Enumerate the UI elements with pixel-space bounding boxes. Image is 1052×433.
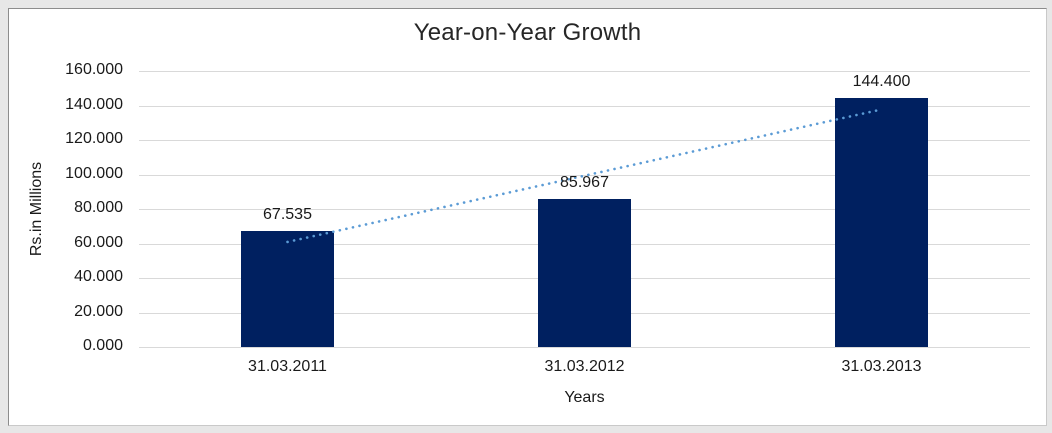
y-tick-label: 40.000: [74, 268, 123, 285]
y-tick-label: 20.000: [74, 302, 123, 320]
gridline: [139, 105, 1030, 107]
bar-31.03.2013: [835, 97, 928, 347]
bar-31.03.2012: [538, 198, 631, 347]
y-tick-label: 120.000: [65, 130, 123, 147]
y-tick-label: 140.000: [65, 95, 123, 113]
y-tick-label: 0.000: [82, 337, 123, 354]
x-tick-label: 31.03.2011: [248, 358, 327, 375]
x-axis-title: Years: [564, 389, 605, 406]
x-tick-label: 31.03.2013: [841, 358, 922, 375]
y-tick-label: 60.000: [74, 233, 123, 251]
bar-31.03.2011: [241, 230, 334, 347]
gridline: [139, 140, 1030, 141]
gridline: [139, 174, 1030, 176]
chart-title: Year-on-Year Growth: [413, 19, 642, 46]
bar-data-label: 85.967: [560, 173, 609, 191]
bar-data-label: 67.535: [263, 205, 312, 223]
y-tick-label: 160.000: [65, 61, 123, 78]
x-tick-label: 31.03.2012: [544, 358, 625, 375]
trendline-dotted: [286, 108, 883, 244]
plot-area: 67.535 85.967 144.400: [139, 71, 1030, 348]
y-tick-label: 80.000: [74, 199, 123, 216]
bar-data-label: 144.400: [852, 72, 911, 90]
y-tick-label: 100.000: [65, 164, 123, 182]
gridline: [139, 71, 1030, 72]
chart-canvas: Year-on-Year Growth Rs.in Millions 0.000…: [8, 8, 1047, 426]
